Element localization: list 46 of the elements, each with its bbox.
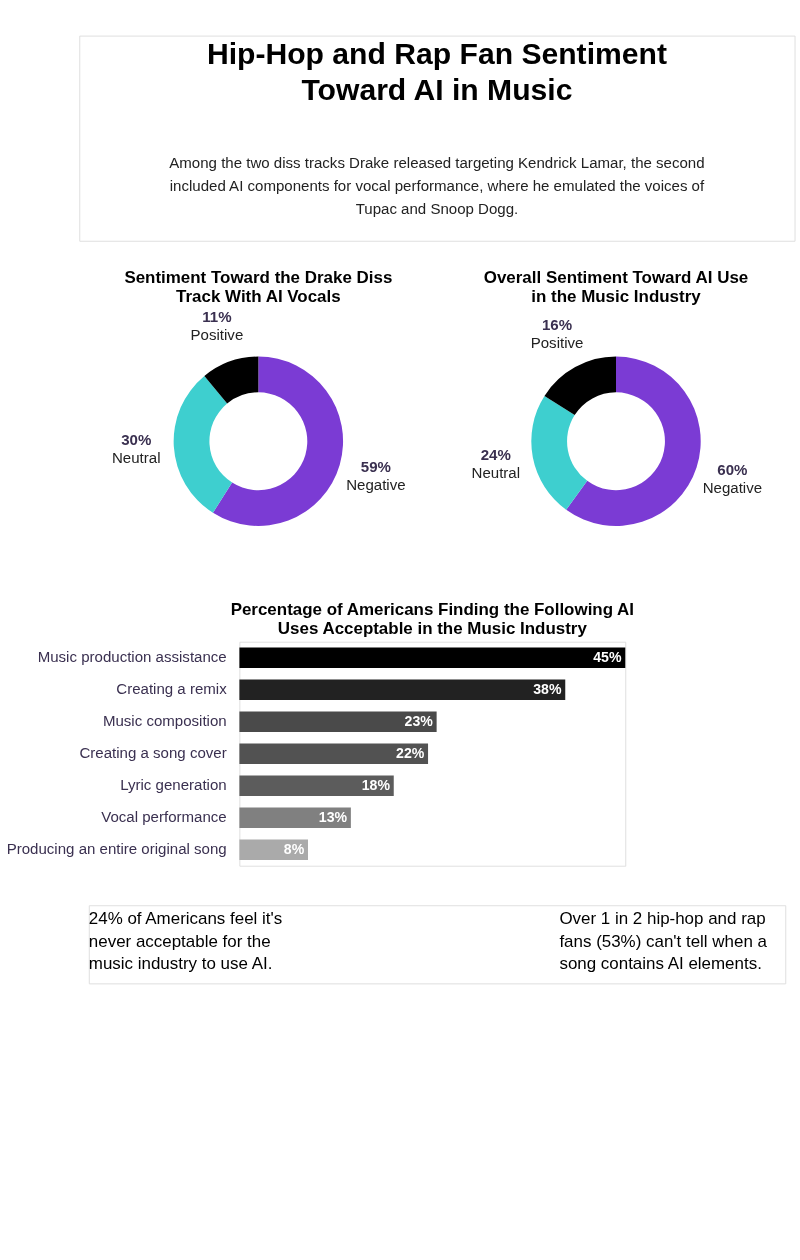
- data-label: 11%: [202, 308, 232, 326]
- data-label: 59%: [360, 457, 391, 475]
- donut-slice: [544, 356, 616, 416]
- y-tick-label: Music composition: [102, 712, 227, 730]
- y-tick-label: Vocal performance: [101, 808, 227, 826]
- data-label: 22%: [396, 745, 425, 762]
- slice-label: Negative: [346, 475, 406, 493]
- data-label: 8%: [283, 841, 305, 858]
- data-label: 24%: [480, 446, 511, 464]
- chart-title: Overall Sentiment Toward AI Use in the Music Industry: [483, 268, 749, 306]
- y-tick-label: Creating a song cover: [79, 744, 227, 762]
- bar: [239, 839, 308, 861]
- donut-slice: [204, 356, 259, 404]
- data-label: 45%: [593, 649, 622, 666]
- chart-title: Sentiment Toward the Drake Diss Track With AI Vocals: [124, 268, 393, 306]
- data-label: 18%: [361, 777, 391, 794]
- bar: [239, 647, 626, 669]
- slice-label: Positive: [190, 326, 244, 344]
- data-label: 16%: [541, 316, 573, 334]
- bar: [239, 775, 394, 797]
- donut-slice: [212, 356, 343, 526]
- y-tick-label: Producing an entire original song: [6, 840, 227, 858]
- data-label: 13%: [318, 809, 348, 826]
- bar: [239, 743, 429, 765]
- text: Hip-Hop and Rap Fan Sentiment Toward AI in Music: [206, 36, 667, 106]
- data-label: 60%: [717, 461, 748, 479]
- data-label: 38%: [533, 681, 562, 698]
- donut-slice: [173, 376, 233, 513]
- slice-label: Neutral: [111, 449, 161, 467]
- donut-slice: [531, 395, 588, 510]
- y-tick-label: Creating a remix: [116, 680, 228, 698]
- chart-title: Percentage of Americans Finding the Following AI Uses Acceptable in the Music Industry: [230, 600, 635, 639]
- text: Over 1 in 2 hip-hop and rap fans (53%) can't tell when a song contains AI elements.: [559, 909, 768, 974]
- slice-label: Negative: [702, 479, 763, 497]
- bar: [239, 711, 437, 733]
- slice-label: Positive: [530, 334, 584, 352]
- bar: [239, 679, 566, 701]
- text: 24% of Americans feel it's never acceptable for the music industry to use AI.: [88, 909, 283, 974]
- data-label: 23%: [404, 713, 434, 730]
- y-tick-label: Music production assistance: [37, 648, 227, 666]
- y-tick-label: Lyric generation: [120, 776, 227, 794]
- bar: [239, 807, 351, 829]
- slice-label: Neutral: [471, 464, 521, 482]
- donut-slice: [566, 356, 701, 526]
- data-label: 30%: [121, 431, 152, 449]
- text: Among the two diss tracks Drake released targeting Kendrick Lamar, the second included AI components for vocal performance, where he emulated the voices of Tupac and Snoop Dogg.: [169, 154, 705, 217]
